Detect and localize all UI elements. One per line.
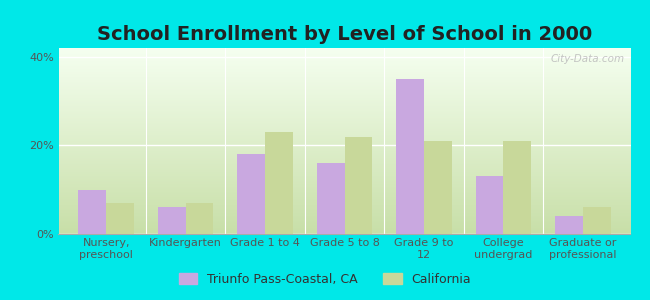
Bar [503, 141, 531, 234]
Bar [555, 216, 583, 234]
Bar [186, 203, 213, 234]
Bar [237, 154, 265, 234]
Bar [476, 176, 503, 234]
Bar [158, 207, 186, 234]
Bar [344, 136, 372, 234]
Bar [317, 163, 345, 234]
Title: School Enrollment by Level of School in 2000: School Enrollment by Level of School in … [97, 25, 592, 44]
Bar [106, 203, 134, 234]
Legend: Triunfo Pass-Coastal, CA, California: Triunfo Pass-Coastal, CA, California [174, 268, 476, 291]
Bar [265, 132, 293, 234]
Bar [396, 79, 424, 234]
Text: City-Data.com: City-Data.com [551, 54, 625, 64]
Bar [79, 190, 106, 234]
Bar [583, 207, 610, 234]
Bar [424, 141, 452, 234]
